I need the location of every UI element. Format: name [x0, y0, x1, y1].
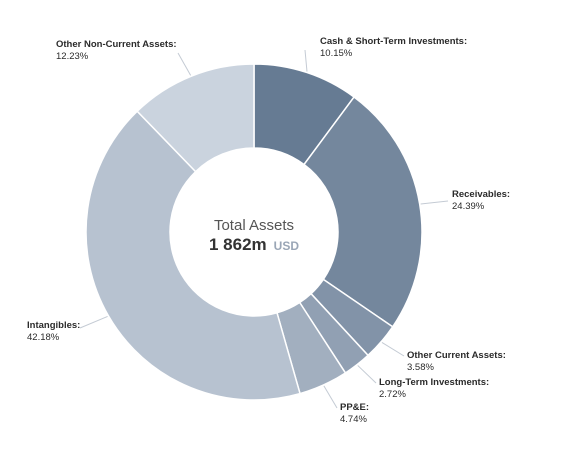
- center-total-value: 1 862m: [209, 235, 267, 254]
- leader-line: [357, 365, 377, 384]
- leader-line: [304, 49, 308, 72]
- slice-labels: Cash & Short-Term Investments:10.15% Rece…: [27, 36, 510, 425]
- slice-label-percent: 42.18%: [27, 332, 60, 343]
- slice-label-name: Long-Term Investments:: [379, 377, 489, 388]
- leader-line: [177, 52, 192, 76]
- center-title: Total Assets: [214, 217, 294, 234]
- leader-line: [79, 315, 108, 329]
- center-total-unit: USD: [274, 239, 300, 253]
- slice-label-percent: 4.74%: [340, 414, 367, 425]
- slice-intangibles[interactable]: [85, 110, 301, 401]
- slice-label-percent: 24.39%: [452, 201, 485, 212]
- slice-receivables[interactable]: [302, 95, 423, 328]
- center-total: 1 862m USD: [209, 235, 299, 254]
- donut-slices: [85, 63, 423, 401]
- slice-label-percent: 12.23%: [56, 51, 89, 62]
- slice-label-name: Intangibles:: [27, 320, 80, 331]
- slice-label-name: Other Current Assets:: [407, 350, 506, 361]
- leader-line: [323, 385, 338, 409]
- leader-line: [381, 342, 405, 357]
- slice-other-non-current-assets[interactable]: [136, 63, 255, 173]
- slice-label-percent: 3.58%: [407, 362, 434, 373]
- slice-label-name: Other Non-Current Assets:: [56, 39, 177, 50]
- slice-label-name: Cash & Short-Term Investments:: [320, 36, 467, 47]
- slice-label-name: Receivables:: [452, 189, 510, 200]
- slice-label-percent: 10.15%: [320, 48, 353, 59]
- slice-label-name: PP&E:: [340, 402, 369, 413]
- slice-label-percent: 2.72%: [379, 389, 406, 400]
- leader-line: [420, 200, 449, 205]
